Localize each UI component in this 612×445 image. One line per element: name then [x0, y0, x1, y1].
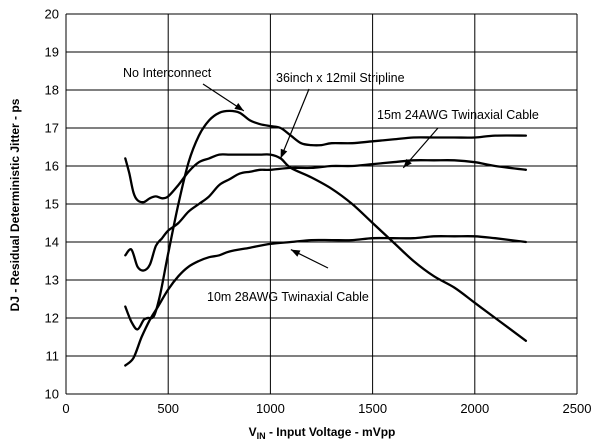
x-axis-label-main: V	[249, 425, 257, 439]
x-axis-label-subscript: IN	[257, 431, 266, 441]
x-axis-label: VIN - Input Voltage - mVpp	[249, 425, 396, 441]
y-tick-label: 18	[45, 83, 59, 98]
y-tick-label: 13	[45, 273, 59, 288]
x-tick-label: 500	[157, 401, 179, 416]
x-tick-label: 2500	[563, 401, 592, 416]
y-tick-label: 20	[45, 7, 59, 22]
y-tick-label: 16	[45, 159, 59, 174]
annotation-layer: No Interconnect 36inch x 12mil Stripline 1…	[123, 66, 539, 304]
y-tick-label: 10	[45, 387, 59, 402]
series-line-4	[124, 235, 528, 367]
series-line-3	[124, 159, 528, 272]
annotation-arrowhead	[234, 103, 244, 111]
annotation-arrowhead	[403, 158, 412, 168]
x-tick-label: 1500	[358, 401, 387, 416]
grid-layer	[65, 13, 578, 395]
annotation-arrowhead	[290, 249, 301, 257]
annotation-label: 10m 28AWG Twinaxial Cable	[207, 290, 369, 304]
annotation-label: No Interconnect	[123, 66, 212, 80]
y-tick-label: 17	[45, 121, 59, 136]
annotation-arrowhead	[280, 148, 288, 159]
annotation-label: 36inch x 12mil Stripline	[276, 71, 405, 85]
series-line-2	[124, 153, 528, 342]
x-tick-label: 1000	[256, 401, 285, 416]
x-tick-label: 2000	[460, 401, 489, 416]
annotation-label: 15m 24AWG Twinaxial Cable	[377, 108, 539, 122]
y-tick-label: 11	[46, 349, 60, 364]
y-tick-label: 15	[45, 197, 59, 212]
x-axis-label-rest: - Input Voltage - mVpp	[266, 425, 396, 439]
tick-label-layer: 10 11 12 13 14 15 16 17 18 19 20 0 500 1000 1500 2000 25…	[45, 7, 592, 417]
annotation-arrow	[280, 88, 310, 159]
y-tick-label: 14	[45, 235, 59, 250]
y-tick-label: 12	[45, 311, 59, 326]
y-axis-label: DJ - Residual Deterministic Jitter - ps	[8, 98, 22, 311]
series-layer	[124, 109, 528, 367]
x-tick-label: 0	[62, 401, 69, 416]
y-tick-label: 19	[45, 45, 59, 60]
